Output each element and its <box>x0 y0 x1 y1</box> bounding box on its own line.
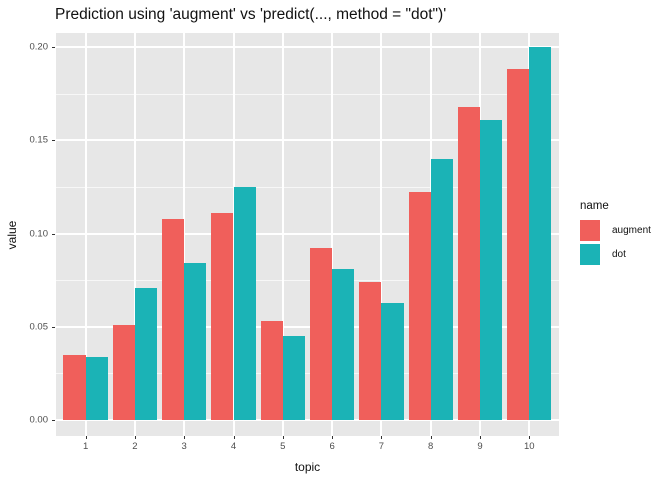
minor-gridline <box>56 186 559 188</box>
x-tick-label: 5 <box>280 441 286 452</box>
x-tick-label: 10 <box>524 441 535 452</box>
bar-dot-topic-9 <box>480 119 503 420</box>
category-gridline <box>84 33 87 436</box>
y-tick-mark <box>52 47 55 48</box>
bar-dot-topic-8 <box>430 158 453 420</box>
bar-dot-topic-4 <box>233 186 256 420</box>
legend-label: dot <box>612 249 626 260</box>
y-tick-mark <box>52 326 55 328</box>
bar-dot-topic-10 <box>529 47 552 420</box>
x-tick-label: 9 <box>477 441 483 452</box>
bar-augment-topic-6 <box>309 248 333 420</box>
y-tick-mark <box>52 233 55 235</box>
bar-augment-topic-5 <box>260 321 283 420</box>
x-tick-mark <box>480 436 481 439</box>
x-tick-label: 7 <box>378 441 385 452</box>
major-gridline <box>56 232 559 235</box>
x-tick-mark <box>85 436 87 439</box>
legend-swatch-dot <box>580 244 600 265</box>
category-gridline <box>331 33 334 436</box>
bar-dot-topic-2 <box>134 287 158 420</box>
x-tick-mark <box>134 436 136 439</box>
x-tick-mark <box>430 436 432 439</box>
x-tick-mark <box>233 436 235 439</box>
bar-augment-topic-4 <box>211 212 234 420</box>
y-tick-label: 0.00 <box>29 414 49 426</box>
x-tick-mark <box>184 436 186 439</box>
bar-dot-topic-1 <box>85 356 108 420</box>
legend-item-dot: dot <box>580 244 651 265</box>
x-tick-label: 3 <box>181 441 187 452</box>
minor-gridline <box>56 373 559 375</box>
plot-panel <box>56 33 559 436</box>
y-axis-title: value <box>5 220 19 250</box>
bar-augment-topic-2 <box>112 324 135 420</box>
major-gridline <box>56 139 559 142</box>
x-tick-label: 6 <box>329 441 335 452</box>
category-gridline <box>183 33 186 436</box>
category-gridline <box>133 33 136 436</box>
y-tick-label: 0.20 <box>29 41 49 53</box>
y-tick-label: 0.10 <box>29 228 49 239</box>
chart-title: Prediction using 'augment' vs 'predict(.… <box>55 6 447 23</box>
x-tick-label: 8 <box>428 441 434 452</box>
minor-gridline <box>56 280 559 282</box>
x-tick-mark <box>282 436 284 439</box>
legend: name augment dot <box>580 200 651 268</box>
major-gridline <box>56 46 559 48</box>
x-tick-label: 2 <box>132 441 138 452</box>
major-gridline <box>56 325 559 328</box>
legend-item-augment: augment <box>580 220 651 241</box>
minor-gridline <box>56 93 559 95</box>
legend-title: name <box>580 200 609 212</box>
x-tick-mark <box>381 436 383 439</box>
category-gridline <box>281 33 284 436</box>
major-gridline <box>56 419 559 421</box>
bar-dot-topic-7 <box>381 302 404 420</box>
legend-items: augment dot <box>580 220 651 265</box>
x-tick-mark <box>332 436 334 439</box>
bar-augment-topic-3 <box>162 218 185 420</box>
legend-label: augment <box>612 225 651 236</box>
category-gridline <box>380 33 383 436</box>
bar-dot-topic-3 <box>184 263 207 420</box>
bar-augment-topic-9 <box>457 106 480 420</box>
bar-augment-topic-1 <box>63 354 86 420</box>
x-tick-label: 1 <box>82 441 89 452</box>
x-tick-label: 4 <box>230 441 237 452</box>
x-axis-title: topic <box>294 460 321 474</box>
bar-augment-topic-8 <box>408 192 431 420</box>
y-tick-label: 0.15 <box>29 134 49 146</box>
bar-augment-topic-10 <box>507 69 530 420</box>
y-tick-mark <box>52 140 55 142</box>
y-tick-mark <box>52 420 55 421</box>
bar-dot-topic-6 <box>332 268 355 420</box>
bar-dot-topic-5 <box>282 336 305 420</box>
legend-swatch-augment <box>580 220 600 241</box>
x-tick-mark <box>529 436 531 439</box>
y-tick-label: 0.05 <box>29 321 49 333</box>
bar-augment-topic-7 <box>359 281 382 420</box>
